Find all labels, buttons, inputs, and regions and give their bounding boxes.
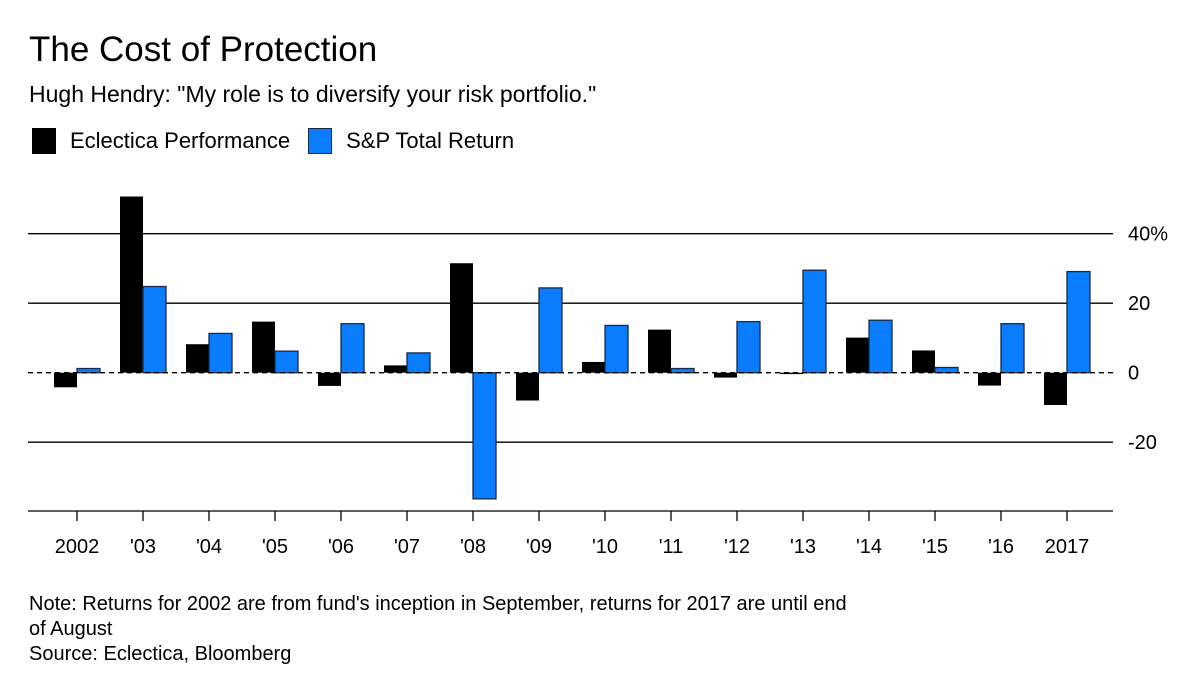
bar-eclectica [780, 372, 803, 375]
bar-sp-total-return [604, 324, 629, 374]
chart-subtitle: Hugh Hendry: "My role is to diversify yo… [29, 81, 597, 107]
x-tick-label: '08 [460, 536, 486, 558]
bar-sp-total-return [340, 323, 365, 374]
x-tick-label: '16 [988, 536, 1014, 558]
y-tick-label: 20 [1128, 293, 1150, 315]
legend-swatch-sp [308, 128, 333, 154]
bar-eclectica [186, 344, 209, 373]
chart-notes: Note: Returns for 2002 are from fund's i… [29, 592, 847, 667]
bar-eclectica [582, 361, 605, 373]
bar-sp-total-return [142, 285, 167, 374]
bar-eclectica [714, 372, 737, 378]
bar-eclectica [978, 372, 1001, 386]
x-tick-label: 2002 [55, 536, 100, 558]
x-tick-label: '04 [196, 536, 222, 558]
bar-sp-total-return [76, 367, 101, 374]
bar-sp-total-return [538, 287, 563, 374]
bar-eclectica [846, 337, 869, 373]
y-tick-label: -20 [1128, 432, 1157, 454]
legend-label-sp: S&P Total Return [346, 128, 515, 153]
bar-eclectica [252, 321, 275, 373]
x-tick-label: '12 [724, 536, 750, 558]
x-tick-label: '10 [592, 536, 618, 558]
legend-label-eclectica: Eclectica Performance [70, 128, 291, 153]
bar-sp-total-return [472, 372, 497, 500]
bar-sp-total-return [736, 320, 761, 374]
bar-sp-total-return [1000, 323, 1025, 374]
bar-sp-total-return [406, 352, 431, 374]
bar-sp-total-return [1066, 270, 1091, 374]
bar-sp-total-return [802, 269, 827, 374]
bar-eclectica [1044, 372, 1067, 406]
bar-sp-total-return [934, 366, 959, 374]
x-tick-label: '13 [790, 536, 816, 558]
bar-eclectica [384, 365, 407, 373]
bar-eclectica [120, 196, 143, 373]
bar-eclectica [912, 350, 935, 373]
bar-sp-total-return [868, 319, 893, 374]
bar-eclectica [516, 372, 539, 401]
x-tick-label: '11 [659, 536, 684, 558]
bar-sp-total-return [670, 367, 695, 374]
source-line: Source: Eclectica, Bloomberg [29, 643, 292, 665]
y-tick-label: 0 [1128, 363, 1139, 385]
bar-eclectica [318, 372, 341, 386]
legend-item-sp: S&P Total Return [308, 128, 514, 154]
x-tick-label: 2017 [1045, 536, 1090, 558]
bar-eclectica [648, 329, 671, 373]
x-tick-label: '09 [526, 536, 552, 558]
note-line-1: Note: Returns for 2002 are from fund's i… [29, 593, 847, 615]
x-tick-label: '03 [130, 536, 156, 558]
legend-swatch-eclectica [32, 128, 56, 154]
legend-item-eclectica: Eclectica Performance [32, 128, 290, 154]
x-tick-label: '06 [328, 536, 354, 558]
y-tick-label: 40% [1128, 224, 1168, 246]
bar-sp-total-return [274, 350, 299, 374]
legend: Eclectica Performance S&P Total Return [32, 128, 532, 154]
x-tick-label: '07 [394, 536, 420, 558]
bar-sp-total-return [208, 332, 233, 374]
chart-title: The Cost of Protection [29, 30, 378, 69]
x-tick-label: '05 [262, 536, 288, 558]
bar-eclectica [54, 372, 77, 388]
bar-eclectica [450, 263, 473, 373]
x-tick-label: '15 [922, 536, 948, 558]
x-tick-label: '14 [856, 536, 882, 558]
note-line-2: of August [29, 618, 113, 640]
